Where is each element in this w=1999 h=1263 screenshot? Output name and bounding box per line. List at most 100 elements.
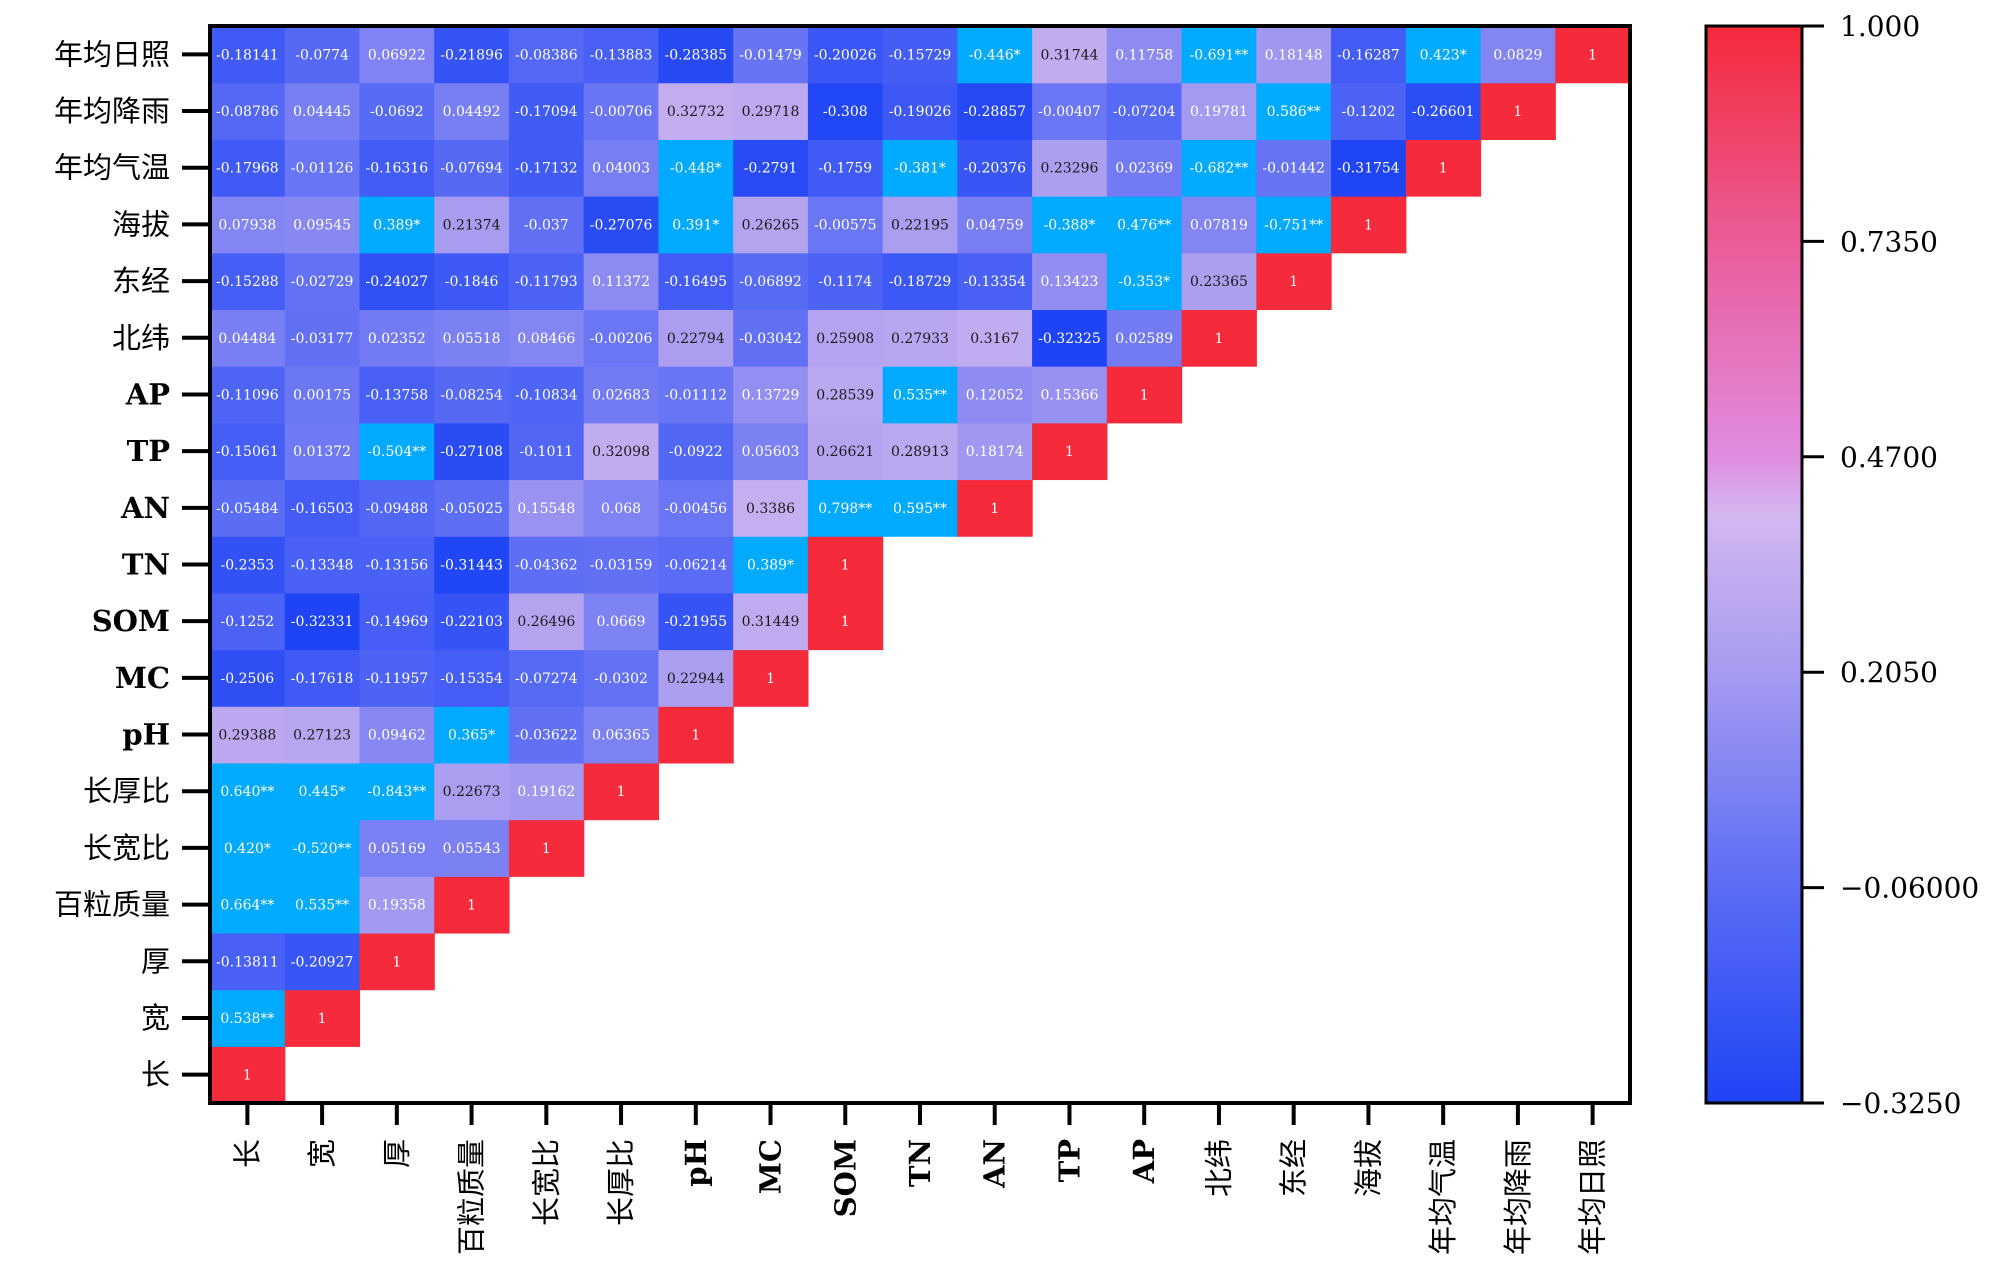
y-tick-label: 海拔 xyxy=(112,207,170,241)
heatmap-cell-海拔-AN xyxy=(957,196,1033,254)
heatmap-cell-年均降雨-pH xyxy=(658,82,734,140)
cell-value-label: 1 xyxy=(841,614,850,630)
heatmap-cell-年均降雨-百粒质量 xyxy=(434,82,510,140)
heatmap-cell-年均日照-TP xyxy=(1032,26,1108,84)
cell-value-label: -0.1202 xyxy=(1342,104,1396,120)
cell-value-label: 0.04003 xyxy=(592,161,650,177)
heatmap-cell-年均降雨-厚 xyxy=(359,82,435,140)
heatmap-cell-海拔-AP xyxy=(1106,196,1183,254)
cell-value-label: -0.16503 xyxy=(291,501,354,517)
x-tick-label: 年均日照 xyxy=(1576,1139,1610,1255)
heatmap-cell-东经-厚 xyxy=(359,252,435,311)
cell-value-label: -0.03159 xyxy=(590,558,653,574)
heatmap-cell-pH-百粒质量 xyxy=(434,706,510,764)
heatmap-cell-AP-宽 xyxy=(284,366,361,424)
y-axis: 长宽厚 百粒质量 长宽比 长厚比 pH MC SOM TN AN TP AP 北纬 东经 海拔 年均气温 年均… xyxy=(54,37,210,1092)
heatmap-cell-宽-长 xyxy=(210,989,286,1047)
colorbar-gradient xyxy=(1704,24,1804,1105)
cell-value-label: 0.31449 xyxy=(742,614,800,630)
cell-value-label: -0.16287 xyxy=(1337,47,1400,63)
heatmap-cell-百粒质量-百粒质量 xyxy=(434,876,510,934)
heatmap-cell-年均日照-TN xyxy=(882,26,958,84)
cell-value-label: -0.20376 xyxy=(963,161,1026,177)
cell-value-label: -0.037 xyxy=(524,217,569,233)
heatmap-cell-年均气温-北纬 xyxy=(1181,139,1257,197)
cell-value-label: 1 xyxy=(243,1068,252,1084)
cell-value-label: 0.389* xyxy=(747,558,794,574)
y-tick-label: 长宽比 xyxy=(83,831,170,865)
x-tick-label: AP xyxy=(1127,1139,1161,1185)
cell-value-label: 0.15548 xyxy=(517,501,575,517)
x-tick-label: 长 xyxy=(230,1139,264,1168)
heatmap-cell-TP-TN xyxy=(882,422,958,481)
heatmap-cell-长厚比-宽 xyxy=(284,762,361,821)
cell-value-label: 0.32098 xyxy=(592,444,650,460)
cell-value-label: -0.21896 xyxy=(440,47,503,63)
heatmap-cell-北纬-AP xyxy=(1106,309,1183,367)
heatmap-cell-厚-长 xyxy=(210,932,286,991)
x-tick-label: 长宽比 xyxy=(529,1139,563,1226)
heatmap-cell-年均气温-AP xyxy=(1106,139,1183,197)
cell-value-label: -0.26601 xyxy=(1412,104,1475,120)
heatmap-cell-年均气温-厚 xyxy=(359,139,435,197)
heatmap-cell-年均降雨-宽 xyxy=(284,82,361,140)
heatmap-cell-东经-长 xyxy=(210,252,286,311)
heatmap-cell-东经-TP xyxy=(1032,252,1108,311)
cell-value-label: 0.26621 xyxy=(816,444,874,460)
cell-value-label: -0.01126 xyxy=(291,161,354,177)
cell-value-label: 0.19162 xyxy=(517,784,575,800)
heatmap-cell-年均降雨-长 xyxy=(210,82,286,140)
heatmap-cell-TP-宽 xyxy=(284,422,361,481)
heatmap-cell-TN-厚 xyxy=(359,536,435,594)
cell-value-label: 0.02369 xyxy=(1115,161,1173,177)
heatmap-cell-年均气温-SOM xyxy=(807,139,884,197)
heatmap-cell-年均气温-百粒质量 xyxy=(434,139,510,197)
cell-value-label: 0.21374 xyxy=(443,217,501,233)
heatmap-cell-AP-长 xyxy=(210,366,286,424)
cell-value-label: 0.423* xyxy=(1420,47,1467,63)
x-tick-label: 东经 xyxy=(1277,1139,1311,1197)
cell-value-label: 0.02589 xyxy=(1115,331,1173,347)
heatmap-cell-年均降雨-北纬 xyxy=(1181,82,1257,140)
heatmap-cell-SOM-MC xyxy=(733,592,809,651)
cell-value-label: -0.0302 xyxy=(594,671,648,687)
cell-value-label: -0.17618 xyxy=(291,671,354,687)
heatmap-cell-海拔-厚 xyxy=(359,196,435,254)
cell-value-label: -0.04362 xyxy=(515,558,578,574)
heatmap-cell-TP-TP xyxy=(1032,422,1108,481)
y-tick-label: 北纬 xyxy=(112,321,170,355)
cell-value-label: -0.13811 xyxy=(216,954,279,970)
heatmap-cell-pH-长 xyxy=(210,706,286,764)
heatmap-cell-年均日照-宽 xyxy=(284,26,361,84)
colorbar-ticks: 1.000 0.7350 0.4700 0.2050 −0.06000 −0.3250 xyxy=(1802,10,1979,1120)
cell-value-label: 0.23296 xyxy=(1041,161,1099,177)
heatmap-cell-年均日照-pH xyxy=(658,26,734,84)
cell-value-label: -0.16495 xyxy=(664,274,727,290)
y-tick-label: TN xyxy=(122,548,170,582)
heatmap-cell-年均气温-TP xyxy=(1032,139,1108,197)
cell-value-label: -0.17094 xyxy=(515,104,578,120)
heatmap-cell-pH-pH xyxy=(658,706,734,764)
cell-value-label: -0.08254 xyxy=(440,387,503,403)
cell-value-label: 0.22794 xyxy=(667,331,725,347)
cell-value-label: -0.20026 xyxy=(814,47,877,63)
heatmap-cell-长厚比-长宽比 xyxy=(508,762,585,821)
colorbar-tick-label: −0.06000 xyxy=(1840,872,1979,905)
x-tick-label: 长厚比 xyxy=(604,1139,638,1226)
x-tick-label: MC xyxy=(754,1139,788,1194)
heatmap-cell-北纬-AN xyxy=(957,309,1033,367)
heatmap-cell-TP-长 xyxy=(210,422,286,481)
heatmap-cell-pH-宽 xyxy=(284,706,361,764)
cell-value-label: 0.12052 xyxy=(966,387,1024,403)
heatmap-cell-TN-长厚比 xyxy=(583,536,660,594)
heatmap-cell-MC-百粒质量 xyxy=(434,649,510,707)
heatmap-cell-MC-厚 xyxy=(359,649,435,707)
heatmap-cell-海拔-海拔 xyxy=(1331,196,1407,254)
y-tick-label: 长厚比 xyxy=(83,774,170,808)
cell-value-label: 0.3167 xyxy=(970,331,1019,347)
heatmap-cell-AN-长宽比 xyxy=(508,479,585,537)
cell-value-label: -0.1846 xyxy=(445,274,499,290)
y-tick-label: SOM xyxy=(92,604,170,638)
heatmap-cell-东经-百粒质量 xyxy=(434,252,510,311)
cell-value-label: 1 xyxy=(542,841,551,857)
